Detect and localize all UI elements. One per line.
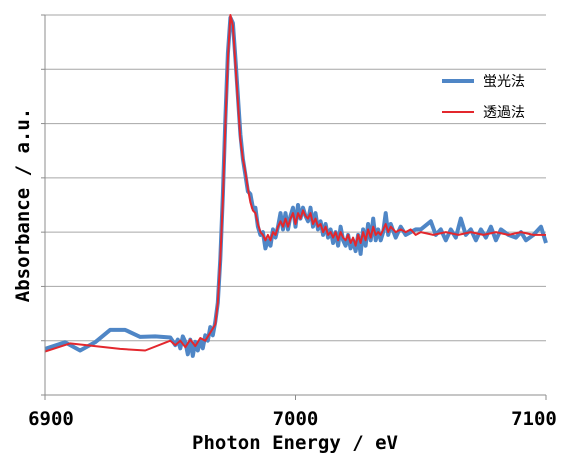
x-tick-label-7100: 7100 [511,408,557,430]
series-line-1 [44,15,548,358]
x-axis-title: Photon Energy / eV [192,432,398,454]
axes [41,14,546,396]
plot-series [44,14,548,358]
legend: 蛍光法 透過法 [442,74,525,121]
y-axis-title: Absorbance / a.u. [12,108,34,302]
legend-label-series-1: 蛍光法 [483,74,525,90]
gridlines [45,14,546,342]
x-tick-label-7000: 7000 [273,408,319,430]
x-tick-label-6900: 6900 [28,408,74,430]
legend-label-series-2: 透過法 [483,105,525,121]
x-ticks: 6900 7000 7100 [28,395,557,430]
series-line-2 [44,14,546,353]
